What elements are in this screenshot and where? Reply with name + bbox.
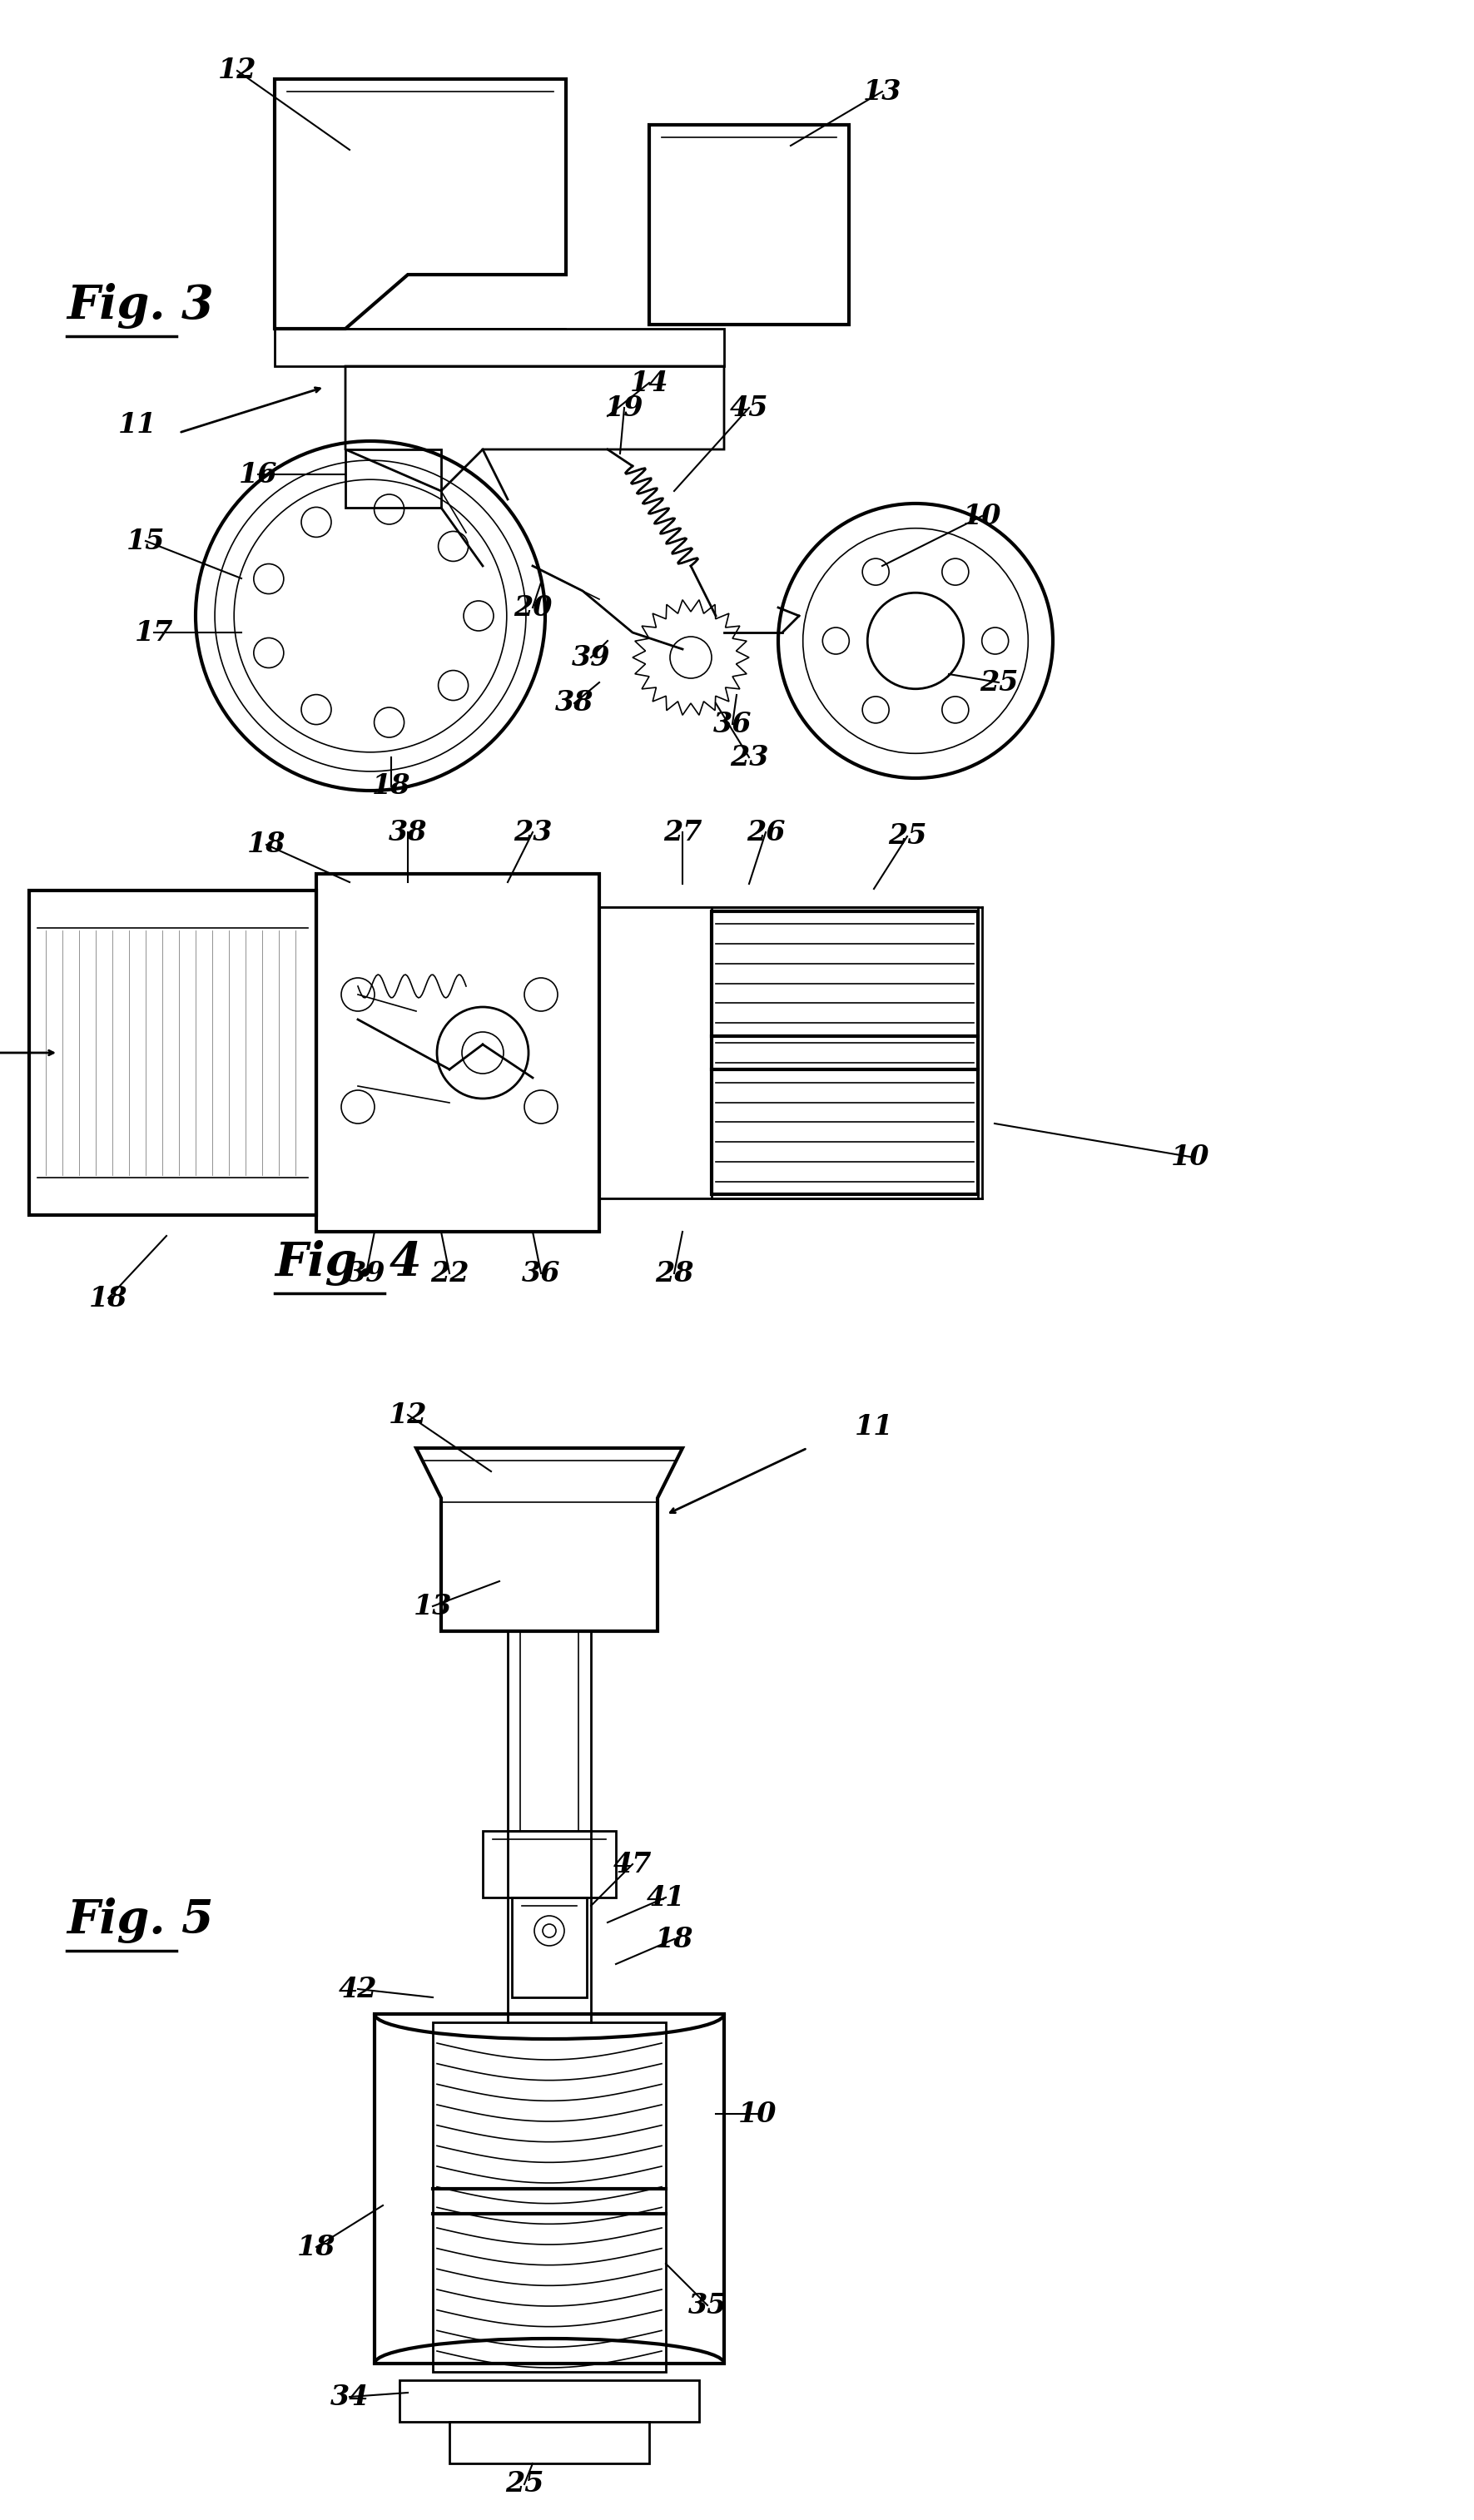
Text: 10: 10: [963, 501, 1001, 529]
Text: 11: 11: [855, 1414, 893, 1441]
Text: 41: 41: [647, 1885, 685, 1910]
Text: 10: 10: [738, 2099, 777, 2127]
Text: Fig. 5: Fig. 5: [66, 1898, 214, 1943]
Text: 28: 28: [654, 1260, 693, 1288]
Text: 38: 38: [554, 690, 594, 718]
Text: 12: 12: [218, 58, 256, 86]
Text: 25: 25: [887, 822, 927, 849]
Text: 23: 23: [513, 819, 553, 847]
Text: 18: 18: [296, 2233, 336, 2260]
Text: 45: 45: [730, 393, 768, 421]
Text: 14: 14: [629, 368, 669, 396]
Text: 18: 18: [654, 1925, 693, 1953]
Text: 13: 13: [413, 1593, 453, 1620]
Text: 39: 39: [346, 1260, 386, 1288]
Text: Fig. 4: Fig. 4: [274, 1240, 422, 1285]
Text: 18: 18: [371, 774, 411, 801]
Text: 20: 20: [513, 595, 553, 622]
Text: 18: 18: [248, 832, 286, 859]
Text: 16: 16: [239, 461, 277, 489]
Text: 26: 26: [746, 819, 786, 847]
Text: 13: 13: [862, 78, 902, 106]
Text: 17: 17: [134, 620, 174, 645]
Text: 15: 15: [127, 527, 165, 554]
Text: 23: 23: [730, 743, 768, 771]
Text: 10: 10: [1170, 1144, 1210, 1169]
Text: 18: 18: [88, 1285, 128, 1313]
Text: 42: 42: [339, 1976, 377, 2003]
Text: 22: 22: [430, 1260, 469, 1288]
Text: 34: 34: [330, 2384, 368, 2412]
Polygon shape: [632, 600, 749, 716]
Text: 27: 27: [663, 819, 702, 847]
Text: 39: 39: [572, 643, 610, 670]
Text: 35: 35: [688, 2291, 727, 2318]
Text: 12: 12: [389, 1401, 427, 1429]
Text: 47: 47: [613, 1850, 652, 1877]
Text: 38: 38: [389, 819, 427, 847]
Text: 36: 36: [713, 711, 752, 738]
Text: 36: 36: [522, 1260, 560, 1288]
Text: 19: 19: [604, 393, 644, 421]
Text: 11: 11: [118, 411, 156, 438]
Text: 25: 25: [979, 668, 1019, 696]
Text: Fig. 3: Fig. 3: [66, 282, 214, 328]
Text: 25: 25: [506, 2470, 544, 2497]
